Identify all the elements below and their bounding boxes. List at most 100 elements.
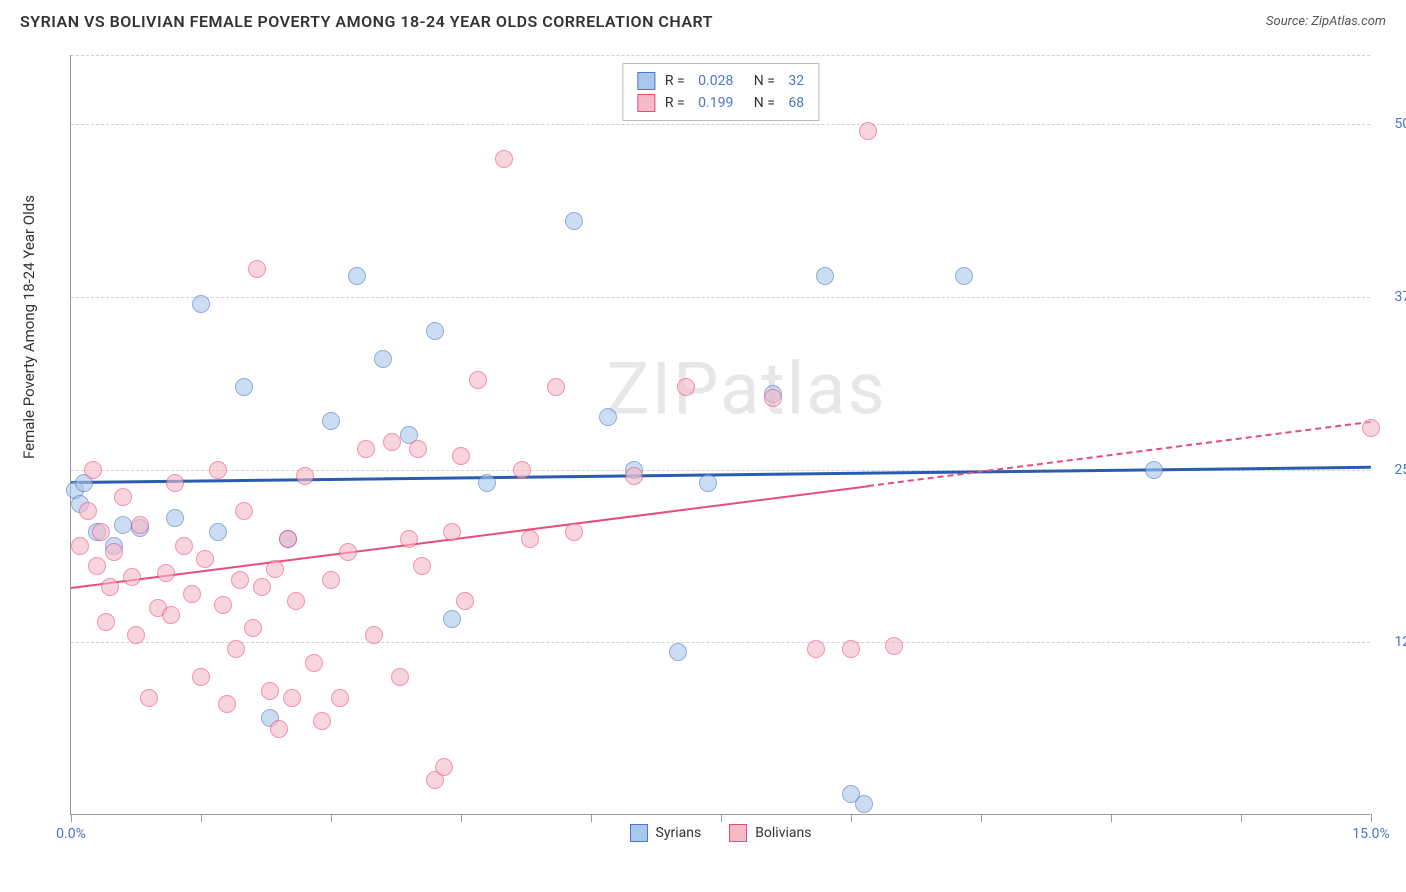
legend-series: Syrians Bolivians	[630, 824, 812, 842]
data-point-bolivians	[456, 592, 474, 610]
data-point-syrians	[235, 378, 253, 396]
data-point-bolivians	[885, 637, 903, 655]
regression-line	[71, 485, 869, 589]
data-point-bolivians	[162, 606, 180, 624]
data-point-bolivians	[313, 712, 331, 730]
data-point-bolivians	[227, 640, 245, 658]
data-point-bolivians	[214, 596, 232, 614]
data-point-bolivians	[88, 557, 106, 575]
data-point-syrians	[114, 516, 132, 534]
y-tick-label: 50.0%	[1377, 116, 1406, 132]
x-tick-label: 15.0%	[1352, 826, 1390, 842]
y-tick-label: 25.0%	[1377, 462, 1406, 478]
data-point-bolivians	[131, 516, 149, 534]
data-point-bolivians	[469, 371, 487, 389]
data-point-bolivians	[123, 568, 141, 586]
x-tick	[981, 814, 982, 822]
data-point-syrians	[1145, 461, 1163, 479]
data-point-bolivians	[842, 640, 860, 658]
data-point-syrians	[599, 408, 617, 426]
data-point-bolivians	[859, 122, 877, 140]
data-point-bolivians	[92, 523, 110, 541]
data-point-bolivians	[253, 578, 271, 596]
legend-row-syrians: R = 0.028 N = 32	[637, 70, 804, 92]
data-point-syrians	[192, 295, 210, 313]
data-point-bolivians	[127, 626, 145, 644]
x-tick-label: 0.0%	[56, 826, 86, 842]
data-point-bolivians	[279, 530, 297, 548]
legend-swatch	[637, 94, 655, 112]
data-point-bolivians	[443, 523, 461, 541]
data-point-bolivians	[807, 640, 825, 658]
data-point-bolivians	[248, 260, 266, 278]
x-tick	[591, 814, 592, 822]
x-tick	[1371, 814, 1372, 822]
legend-item: Syrians	[630, 824, 702, 842]
data-point-syrians	[565, 212, 583, 230]
data-point-bolivians	[157, 564, 175, 582]
data-point-bolivians	[166, 474, 184, 492]
legend-n-label: N =	[743, 73, 778, 89]
data-point-syrians	[374, 350, 392, 368]
data-point-bolivians	[331, 689, 349, 707]
data-point-bolivians	[287, 592, 305, 610]
data-point-bolivians	[513, 461, 531, 479]
data-point-bolivians	[1362, 419, 1380, 437]
data-point-bolivians	[391, 668, 409, 686]
data-point-bolivians	[322, 571, 340, 589]
y-axis-label: Female Poverty Among 18-24 Year Olds	[20, 195, 38, 459]
x-tick	[721, 814, 722, 822]
legend-swatch	[630, 824, 648, 842]
legend-r-label: R =	[665, 73, 688, 89]
legend-label: Bolivians	[755, 825, 811, 841]
data-point-bolivians	[140, 689, 158, 707]
regression-line	[71, 465, 1371, 483]
data-point-bolivians	[547, 378, 565, 396]
plot-area: ZIPatlas 12.5%25.0%37.5%50.0%0.0%15.0%R …	[70, 55, 1370, 815]
data-point-bolivians	[79, 502, 97, 520]
x-tick	[461, 814, 462, 822]
data-point-bolivians	[71, 537, 89, 555]
title-bar: SYRIAN VS BOLIVIAN FEMALE POVERTY AMONG …	[0, 0, 1406, 39]
data-point-bolivians	[218, 695, 236, 713]
data-point-bolivians	[677, 378, 695, 396]
data-point-bolivians	[84, 461, 102, 479]
data-point-bolivians	[400, 530, 418, 548]
legend-r-value: 0.199	[698, 95, 733, 111]
legend-n-value: 68	[788, 95, 804, 111]
data-point-bolivians	[209, 461, 227, 479]
gridline	[71, 124, 1370, 125]
regression-line	[868, 421, 1371, 487]
data-point-bolivians	[192, 668, 210, 686]
data-point-bolivians	[413, 557, 431, 575]
data-point-bolivians	[114, 488, 132, 506]
data-point-bolivians	[452, 447, 470, 465]
data-point-bolivians	[764, 389, 782, 407]
data-point-bolivians	[183, 585, 201, 603]
data-point-syrians	[699, 474, 717, 492]
chart-container: Female Poverty Among 18-24 Year Olds ZIP…	[48, 55, 1388, 845]
data-point-bolivians	[305, 654, 323, 672]
data-point-syrians	[443, 610, 461, 628]
data-point-bolivians	[244, 619, 262, 637]
x-tick	[1111, 814, 1112, 822]
data-point-syrians	[855, 795, 873, 813]
data-point-bolivians	[231, 571, 249, 589]
legend-r-label: R =	[665, 95, 688, 111]
legend-n-value: 32	[788, 73, 804, 89]
legend-swatch	[729, 824, 747, 842]
data-point-bolivians	[296, 467, 314, 485]
data-point-bolivians	[435, 758, 453, 776]
x-tick	[1241, 814, 1242, 822]
legend-item: Bolivians	[729, 824, 811, 842]
watermark: ZIPatlas	[606, 346, 886, 431]
gridline	[71, 55, 1370, 56]
data-point-bolivians	[175, 537, 193, 555]
data-point-bolivians	[495, 150, 513, 168]
data-point-bolivians	[409, 440, 427, 458]
legend-stats: R = 0.028 N = 32R = 0.199 N = 68	[622, 63, 819, 121]
x-tick	[331, 814, 332, 822]
data-point-syrians	[426, 322, 444, 340]
legend-label: Syrians	[656, 825, 702, 841]
y-tick-label: 12.5%	[1377, 634, 1406, 650]
